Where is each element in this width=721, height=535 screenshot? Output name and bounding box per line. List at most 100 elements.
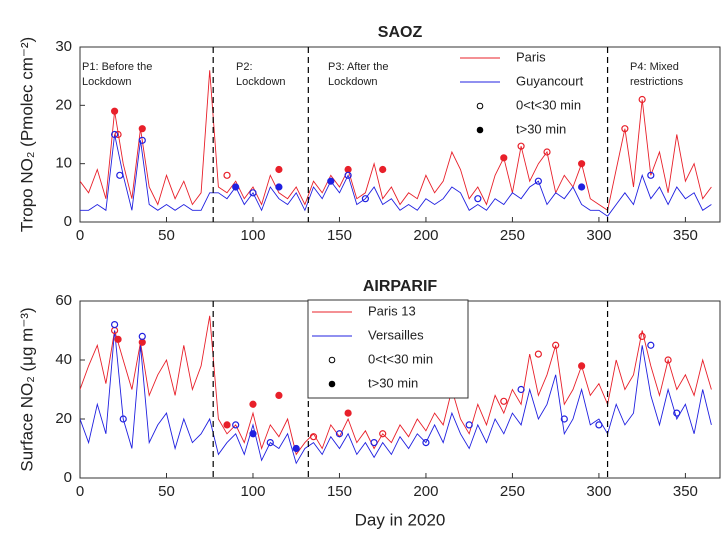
marker-open (638, 332, 646, 340)
marker-open (422, 439, 430, 447)
marker-open (621, 125, 629, 133)
marker-filled (578, 183, 586, 191)
x-axis-label: Day in 2020 (355, 510, 446, 529)
marker-filled (138, 338, 146, 346)
marker-open (517, 385, 525, 394)
marker-open (344, 171, 352, 179)
annotation: P1: Before the (82, 61, 152, 73)
x-tick-label: 350 (673, 483, 698, 500)
marker-filled (249, 430, 257, 438)
legend-label: Versailles (368, 327, 424, 342)
x-tick-label: 300 (586, 227, 611, 244)
x-tick-label: 50 (158, 483, 175, 500)
marker-open (138, 332, 146, 340)
marker-filled (114, 335, 122, 343)
data-line (80, 330, 712, 465)
x-tick-label: 250 (500, 227, 525, 244)
marker-filled (500, 154, 508, 162)
marker-filled (275, 183, 283, 191)
plot-content (80, 70, 712, 217)
y-axis-label: Tropo NO₂ (Pmolec cm⁻²) (17, 37, 36, 232)
marker-open (673, 409, 681, 417)
legend-label: t>30 min (368, 375, 418, 390)
x-tick-label: 0 (76, 227, 84, 244)
marker-open (638, 95, 646, 104)
marker-open (249, 189, 257, 197)
x-tick-label: 100 (240, 483, 265, 500)
marker-open (664, 356, 672, 364)
legend-marker (476, 126, 484, 134)
marker-open (647, 341, 655, 349)
marker-filled (578, 160, 586, 168)
marker-open (595, 421, 603, 429)
x-tick-label: 100 (240, 227, 265, 244)
marker-open (116, 171, 124, 179)
marker-open (560, 415, 568, 423)
marker-open (543, 148, 551, 156)
marker-open (379, 430, 387, 438)
chart-title: AIRPARIF (363, 278, 438, 295)
y-axis-label: Surface NO₂ (μg m⁻³) (17, 307, 36, 471)
legend-label: Paris (516, 49, 546, 64)
marker-filled (138, 125, 146, 133)
y-tick-label: 40 (55, 351, 72, 368)
marker-filled (379, 165, 387, 174)
marker-open (110, 321, 119, 329)
legend-label: 0<t<30 min (368, 351, 433, 366)
x-tick-label: 200 (413, 483, 438, 500)
x-tick-label: 200 (413, 227, 438, 244)
marker-open (647, 171, 655, 179)
marker-open (335, 430, 344, 438)
marker-open (370, 439, 378, 447)
x-tick-label: 50 (158, 227, 175, 244)
x-tick-label: 250 (500, 483, 525, 500)
marker-open (110, 130, 119, 139)
y-tick-label: 60 (55, 292, 72, 309)
marker-open (465, 421, 473, 429)
legend-box (307, 299, 469, 399)
marker-open (534, 350, 542, 358)
y-tick-label: 10 (55, 155, 72, 172)
annotation: P3: After the (328, 61, 389, 73)
marker-filled (344, 409, 352, 417)
marker-filled (232, 183, 240, 191)
legend-label: Paris 13 (368, 303, 416, 318)
marker-filled (249, 400, 257, 408)
data-line (80, 70, 712, 212)
marker-filled (275, 391, 283, 399)
x-tick-label: 150 (327, 227, 352, 244)
x-tick-label: 0 (76, 483, 84, 500)
y-tick-label: 20 (55, 96, 72, 113)
legend-label: Guyancourt (516, 73, 584, 88)
data-line (80, 315, 712, 456)
y-tick-label: 0 (64, 469, 72, 486)
annotation: Lockdown (328, 76, 378, 88)
marker-filled (275, 165, 283, 174)
y-tick-label: 0 (64, 213, 72, 230)
marker-open (119, 415, 127, 423)
legend-marker (476, 102, 484, 110)
marker-filled (223, 421, 231, 429)
marker-filled (327, 177, 335, 185)
x-tick-label: 350 (673, 227, 698, 244)
marker-open (309, 433, 318, 441)
y-tick-label: 30 (55, 38, 72, 55)
marker-open (232, 421, 240, 429)
plot-area (79, 46, 721, 223)
legend-label: 0<t<30 min (516, 97, 581, 112)
marker-open (266, 439, 274, 447)
marker-filled (344, 165, 352, 174)
marker-open (552, 341, 560, 349)
marker-open (138, 136, 146, 144)
annotation: P4: Mixed (630, 61, 679, 73)
marker-open (500, 397, 508, 405)
legend-label: t>30 min (516, 121, 566, 136)
marker-filled (110, 107, 119, 115)
chart-title: SAOZ (378, 24, 423, 41)
data-line (80, 134, 712, 217)
plot-content (80, 315, 712, 465)
marker-open (517, 142, 525, 150)
marker-open (114, 130, 122, 139)
marker-filled (292, 444, 300, 453)
